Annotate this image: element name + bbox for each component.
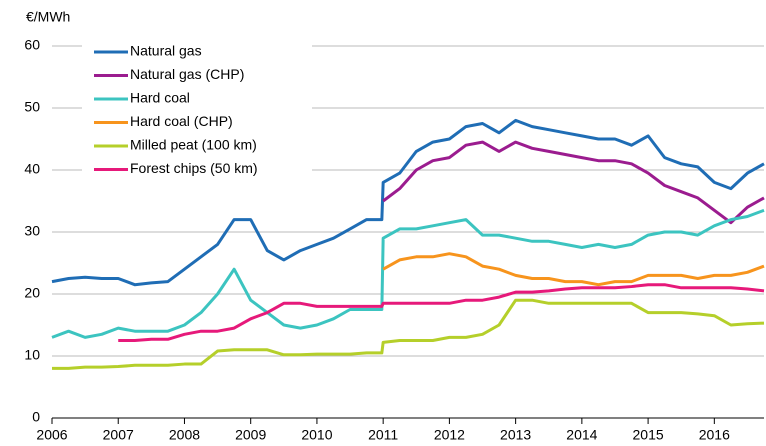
x-tick-label: 2009 [235, 427, 266, 443]
line-series [118, 283, 765, 342]
line-series [51, 118, 765, 287]
legend-label: Hard coal (CHP) [130, 113, 233, 129]
x-tick-label: 2013 [500, 427, 531, 443]
x-tick-label: 2008 [169, 427, 200, 443]
y-tick-label: 30 [24, 223, 40, 239]
y-tick-label: 40 [24, 161, 40, 177]
line-series [382, 252, 765, 287]
y-tick-label: 10 [24, 347, 40, 363]
x-tick-label: 2006 [36, 427, 67, 443]
legend-label: Natural gas (CHP) [130, 66, 244, 82]
y-tick-label: 20 [24, 285, 40, 301]
line-series [51, 208, 765, 339]
legend-box [82, 38, 312, 185]
legend-label: Milled peat (100 km) [130, 137, 257, 153]
y-tick-label: 50 [24, 99, 40, 115]
y-axis-label: €/MWh [26, 9, 70, 25]
x-tick-label: 2014 [566, 427, 597, 443]
y-tick-label: 0 [32, 409, 40, 425]
legend-label: Natural gas [130, 43, 202, 59]
x-tick-label: 2010 [301, 427, 332, 443]
line-series [382, 140, 765, 225]
x-tick-label: 2007 [103, 427, 134, 443]
y-tick-label: 60 [24, 37, 40, 53]
x-tick-label: 2012 [434, 427, 465, 443]
legend-label: Forest chips (50 km) [130, 160, 258, 176]
line-series [52, 298, 765, 370]
legend-label: Hard coal [130, 90, 190, 106]
x-tick-label: 2015 [633, 427, 664, 443]
x-tick-label: 2016 [699, 427, 730, 443]
x-tick-label: 2011 [368, 427, 398, 443]
